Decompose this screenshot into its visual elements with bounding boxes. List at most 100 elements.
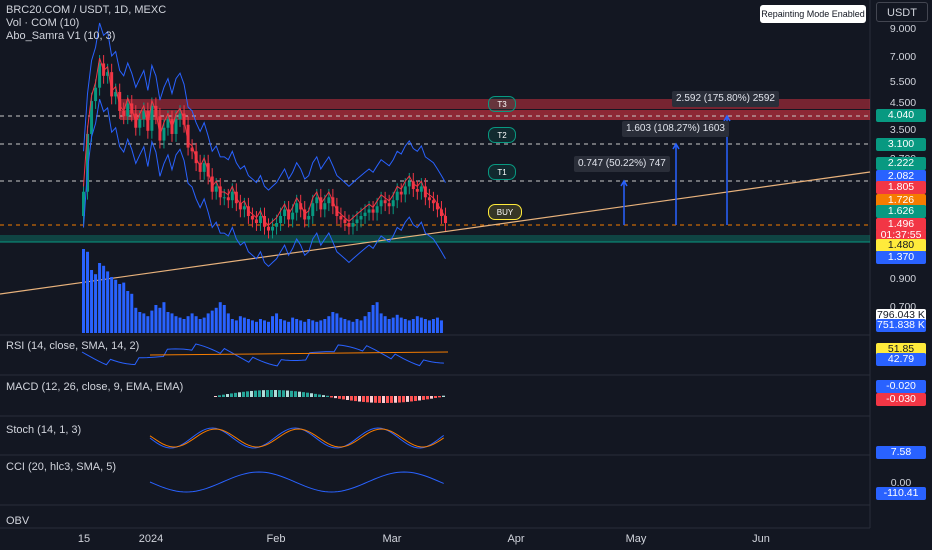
volume-bar xyxy=(162,302,166,333)
volume-legend[interactable]: Vol · COM (10) xyxy=(6,17,80,29)
candle-body xyxy=(118,91,122,111)
candle-body xyxy=(311,203,315,217)
candle-body xyxy=(439,209,443,217)
buy-signal-label[interactable]: BUY xyxy=(488,204,522,220)
rsi-legend[interactable]: RSI (14, close, SMA, 14, 2) xyxy=(6,340,140,352)
candle-body xyxy=(174,119,178,134)
obv-legend[interactable]: OBV xyxy=(6,515,30,527)
volume-bar xyxy=(194,316,198,333)
price-label: 1.496 xyxy=(876,218,926,231)
pane-value-label: 42.79 xyxy=(876,353,926,366)
volume-bar xyxy=(214,307,218,333)
volume-bar xyxy=(323,319,327,333)
candle-body xyxy=(427,197,431,201)
volume-bar xyxy=(114,279,118,333)
candle-body xyxy=(178,113,182,120)
candle-body xyxy=(226,197,230,201)
macd-bar xyxy=(230,393,233,397)
candle-body xyxy=(435,203,439,210)
candle-body xyxy=(379,200,383,207)
macd-bar xyxy=(310,393,313,397)
volume-bar xyxy=(138,312,142,333)
candle-body xyxy=(295,203,299,213)
candle-body xyxy=(122,110,126,117)
volume-bar xyxy=(218,302,222,333)
macd-bar xyxy=(278,390,281,397)
target-t2-label[interactable]: T2 xyxy=(488,127,516,143)
candle-body xyxy=(98,63,102,88)
volume-bar xyxy=(178,317,182,333)
candle-body xyxy=(299,203,303,210)
macd-bar xyxy=(294,391,297,397)
repainting-mode-button[interactable]: Repainting Mode Enabled xyxy=(760,5,866,23)
time-axis-tick: 2024 xyxy=(138,533,164,545)
target-t3-label[interactable]: T3 xyxy=(488,96,516,112)
volume-bar xyxy=(439,320,443,333)
volume-bar xyxy=(158,307,162,333)
candle-body xyxy=(419,186,423,192)
target-t1-label[interactable]: T1 xyxy=(488,164,516,180)
stoch-legend[interactable]: Stoch (14, 1, 3) xyxy=(6,424,82,436)
candle-body xyxy=(150,105,154,131)
macd-bar xyxy=(434,396,437,399)
price-label: 1.626 xyxy=(876,205,926,218)
macd-bar xyxy=(334,396,337,399)
candle-body xyxy=(407,181,411,187)
macd-bar xyxy=(322,395,325,397)
macd-bar xyxy=(342,396,345,400)
macd-legend[interactable]: MACD (12, 26, close, 9, EMA, EMA) xyxy=(6,381,184,393)
macd-bar xyxy=(394,396,397,403)
candle-body xyxy=(202,163,206,172)
candle-body xyxy=(230,191,234,201)
time-axis-tick: Mar xyxy=(382,533,402,545)
measure-label-t2[interactable]: 1.603 (108.27%) 1603 xyxy=(622,121,729,137)
volume-bar xyxy=(315,321,319,333)
volume-bar xyxy=(399,317,403,333)
volume-bar xyxy=(427,320,431,333)
price-label: 1.805 xyxy=(876,181,926,194)
volume-bar xyxy=(126,291,130,333)
candle-body xyxy=(351,223,355,227)
macd-bar xyxy=(346,396,349,401)
price-label: 2.222 xyxy=(876,157,926,170)
volume-bar xyxy=(122,282,126,333)
macd-bar xyxy=(306,392,309,397)
volume-bar xyxy=(130,293,134,333)
candle-body xyxy=(323,203,327,210)
measure-label-t1[interactable]: 0.747 (50.22%) 747 xyxy=(574,156,670,172)
cci-legend[interactable]: CCI (20, hlc3, SMA, 5) xyxy=(6,461,117,473)
symbol-title[interactable]: BRC20.COM / USDT, 1D, MEXC xyxy=(6,4,167,16)
macd-bar xyxy=(274,390,277,397)
rsi-signal xyxy=(149,351,449,356)
volume-bar xyxy=(355,319,359,333)
volume-bar xyxy=(387,319,391,333)
candle-body xyxy=(431,200,435,204)
price-label: 1.726 xyxy=(876,194,926,207)
volume-bar xyxy=(287,321,291,333)
volume-bar xyxy=(174,316,178,333)
candle-body xyxy=(82,191,85,217)
trend-line xyxy=(0,171,871,295)
currency-button[interactable]: USDT xyxy=(876,2,928,22)
volume-bar xyxy=(246,319,250,333)
candle-body xyxy=(214,186,218,192)
macd-bar xyxy=(254,390,257,397)
macd-bar xyxy=(330,396,333,398)
volume-bar xyxy=(154,305,158,333)
volume-bar xyxy=(222,305,226,333)
candle-body xyxy=(142,110,146,120)
candle-body xyxy=(283,209,287,217)
candle-body xyxy=(106,72,110,76)
resistance-zone xyxy=(120,99,870,109)
measure-label-t3[interactable]: 2.592 (175.80%) 2592 xyxy=(672,91,779,107)
volume-bar xyxy=(331,312,335,333)
volume-bar xyxy=(307,319,311,333)
volume-bar xyxy=(146,316,150,333)
price-label: 3.100 xyxy=(876,138,926,151)
volume-bar xyxy=(230,319,234,333)
volume-bar xyxy=(403,319,407,333)
volume-bar xyxy=(279,319,283,333)
indicator-legend[interactable]: Abo_Samra V1 (10, 3) xyxy=(6,30,116,42)
